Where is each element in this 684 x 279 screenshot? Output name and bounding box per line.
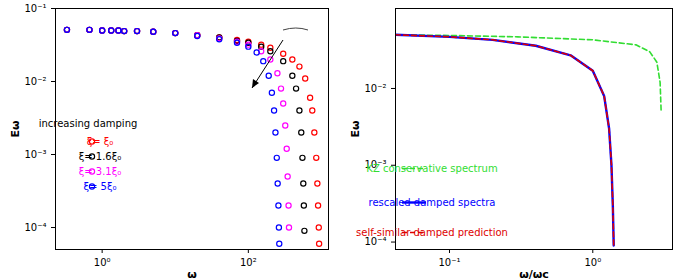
svg-text:rescaled damped spectra: rescaled damped spectra xyxy=(369,197,496,208)
svg-text:self-similar damped prediction: self-similar damped prediction xyxy=(356,227,508,238)
svg-text:10⁻²: 10⁻² xyxy=(364,83,386,94)
svg-text:ξ= 1.6ξ₀: ξ= 1.6ξ₀ xyxy=(79,151,122,162)
svg-text:ξ= ξ₀: ξ= ξ₀ xyxy=(87,136,114,147)
svg-text:10⁰: 10⁰ xyxy=(584,257,601,268)
svg-text:ω/ωc: ω/ωc xyxy=(519,268,549,279)
svg-text:10⁻⁴: 10⁻⁴ xyxy=(364,236,387,248)
svg-text:Eω: Eω xyxy=(349,120,362,138)
svg-text:10⁻¹: 10⁻¹ xyxy=(438,257,460,268)
svg-text:ξ= 5ξ₀: ξ= 5ξ₀ xyxy=(83,181,116,192)
svg-text:KZ conservative spectrum: KZ conservative spectrum xyxy=(366,163,497,174)
svg-text:ω: ω xyxy=(187,268,197,279)
svg-text:10²: 10² xyxy=(240,257,257,268)
svg-text:ξ= 3.1ξ₀: ξ= 3.1ξ₀ xyxy=(79,166,122,177)
svg-text:10⁻⁴: 10⁻⁴ xyxy=(24,222,46,233)
svg-text:increasing damping: increasing damping xyxy=(39,118,138,129)
svg-text:10⁻³: 10⁻³ xyxy=(24,149,46,160)
svg-text:10⁻²: 10⁻² xyxy=(24,76,46,87)
svg-text:Eω: Eω xyxy=(9,120,22,138)
svg-text:10⁰: 10⁰ xyxy=(94,257,111,268)
svg-text:10⁻¹: 10⁻¹ xyxy=(24,3,46,14)
